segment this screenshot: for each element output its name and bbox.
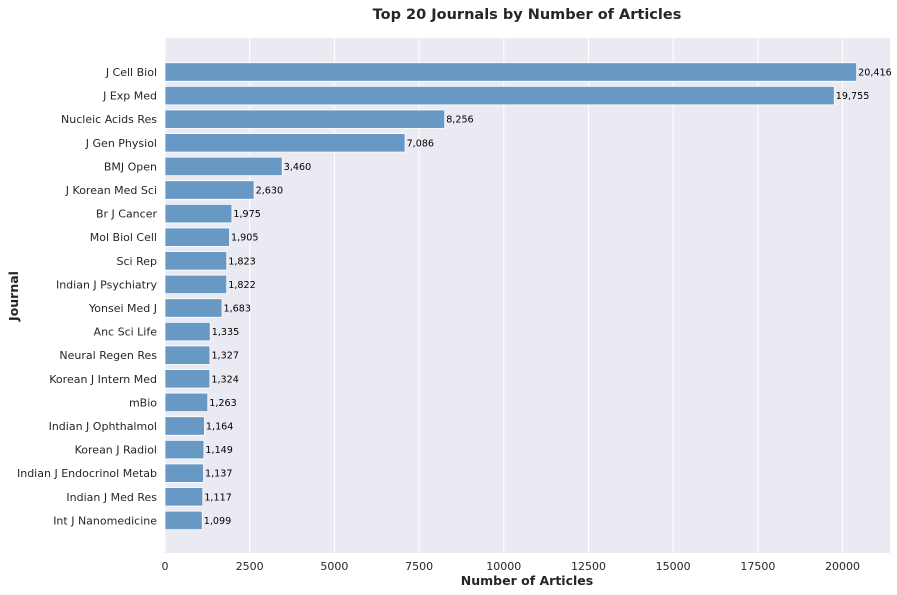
- y-tick-label: J Gen Physiol: [85, 137, 157, 150]
- y-tick-label: Sci Rep: [117, 255, 157, 268]
- data-label: 1,263: [209, 398, 236, 409]
- data-label: 1,975: [233, 209, 260, 220]
- y-tick-label: BMJ Open: [104, 160, 157, 173]
- data-label: 1,683: [224, 304, 251, 315]
- bar: [164, 439, 205, 460]
- bar: [164, 251, 228, 271]
- x-tick-label: 10000: [486, 560, 521, 573]
- y-tick-label: Br J Cancer: [96, 208, 158, 221]
- x-tick-label: 20000: [825, 560, 860, 573]
- y-tick-label: J Exp Med: [102, 90, 157, 103]
- data-label: 20,416: [858, 68, 892, 79]
- data-label: 1,137: [205, 469, 232, 480]
- bar: [164, 416, 205, 436]
- bar: [164, 62, 858, 82]
- bar: [164, 180, 255, 200]
- y-tick-label: J Korean Med Sci: [65, 184, 157, 197]
- bar: [164, 510, 203, 531]
- x-axis-label: Number of Articles: [461, 573, 593, 588]
- chart-title: Top 20 Journals by Number of Articles: [373, 7, 682, 23]
- data-label: 1,117: [204, 492, 231, 503]
- data-label: 1,099: [204, 516, 231, 527]
- bar: [164, 203, 233, 224]
- bar: [164, 85, 835, 106]
- data-label: 1,822: [228, 280, 255, 291]
- x-tick-labels: 0 2500 5000 7500 10000 12500 15000 17500 20000: [162, 560, 861, 573]
- data-label: 19,755: [836, 91, 870, 102]
- x-tick-label: 0: [162, 560, 169, 573]
- x-tick-label: 15000: [656, 560, 691, 573]
- bar: [164, 369, 211, 389]
- y-tick-label: Korean J Intern Med: [49, 373, 157, 386]
- y-tick-label: Indian J Endocrinol Metab: [17, 467, 157, 480]
- y-tick-label: Neural Regen Res: [59, 349, 157, 362]
- y-tick-label: mBio: [129, 396, 157, 409]
- bar: [164, 345, 211, 365]
- data-label: 3,460: [284, 162, 311, 173]
- data-label: 2,630: [256, 186, 283, 197]
- bar: [164, 392, 209, 413]
- data-label: 7,086: [407, 138, 434, 149]
- data-label: 8,256: [446, 115, 473, 126]
- x-tick-label: 5000: [320, 560, 348, 573]
- x-tick-label: 17500: [740, 560, 775, 573]
- data-label: 1,823: [228, 256, 255, 267]
- bar: [164, 227, 230, 247]
- data-label: 1,149: [205, 445, 232, 456]
- data-label: 1,164: [206, 422, 233, 433]
- y-tick-label: Anc Sci Life: [94, 326, 158, 339]
- bar: [164, 463, 204, 483]
- bar: [164, 109, 446, 129]
- y-tick-label: Korean J Radiol: [75, 444, 157, 457]
- data-labels: 20,416 19,755 8,256 7,086 3,460 2,630 1,975 1,9…: [204, 68, 892, 527]
- bars: [164, 62, 858, 531]
- y-tick-label: Indian J Ophthalmol: [49, 420, 157, 433]
- data-label: 1,905: [231, 233, 258, 244]
- bar: [164, 298, 223, 318]
- bar: [164, 156, 283, 177]
- bar: [164, 274, 228, 295]
- y-tick-label: Indian J Med Res: [66, 491, 157, 504]
- y-tick-label: Mol Biol Cell: [90, 231, 157, 244]
- y-tick-label: Int J Nanomedicine: [53, 514, 157, 527]
- bar: [164, 133, 406, 153]
- y-tick-label: J Cell Biol: [105, 66, 157, 79]
- data-label: 1,335: [212, 327, 239, 338]
- bar: [164, 321, 211, 342]
- y-tick-label: Indian J Psychiatry: [56, 278, 158, 291]
- x-tick-label: 12500: [571, 560, 606, 573]
- y-tick-label: Yonsei Med J: [88, 302, 157, 315]
- y-axis-label: Journal: [6, 271, 21, 322]
- data-label: 1,327: [211, 351, 238, 362]
- x-tick-label: 2500: [236, 560, 264, 573]
- x-tick-label: 7500: [405, 560, 433, 573]
- y-tick-labels: J Cell Biol J Exp Med Nucleic Acids Res J G…: [17, 66, 158, 527]
- y-tick-label: Nucleic Acids Res: [61, 113, 157, 126]
- bar: [164, 487, 204, 507]
- data-label: 1,324: [211, 374, 238, 385]
